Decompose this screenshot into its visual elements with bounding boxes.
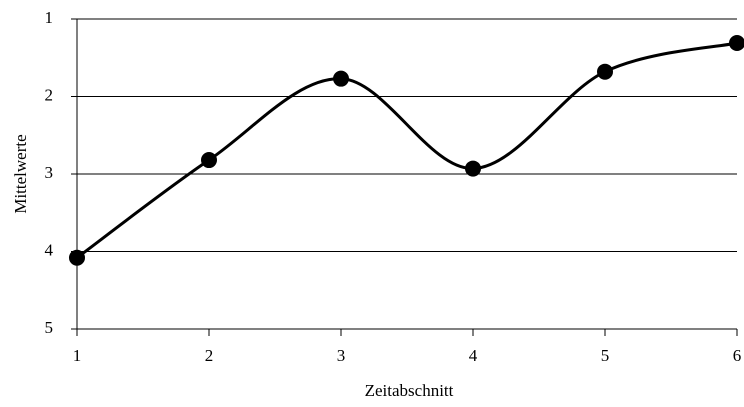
x-tick-label: 3 (337, 346, 346, 365)
x-tick-label: 5 (601, 346, 610, 365)
y-tick-label: 1 (45, 8, 54, 27)
data-point (729, 35, 744, 52)
y-tick-label: 3 (45, 163, 54, 182)
data-point (597, 63, 613, 80)
x-axis-label: Zeitabschnitt (365, 381, 454, 400)
data-point (69, 249, 85, 266)
data-point (201, 152, 217, 169)
y-axis-label: Mittelwerte (11, 134, 30, 213)
y-tick-label: 5 (45, 318, 54, 337)
y-tick-label: 2 (45, 85, 54, 104)
x-tick-label: 1 (73, 346, 82, 365)
data-point (333, 70, 349, 87)
data-point (465, 160, 481, 177)
x-tick-label: 2 (205, 346, 214, 365)
data-line (76, 41, 738, 259)
x-tick-label: 6 (733, 346, 742, 365)
y-tick-label: 4 (45, 240, 54, 259)
x-tick-label: 4 (469, 346, 478, 365)
